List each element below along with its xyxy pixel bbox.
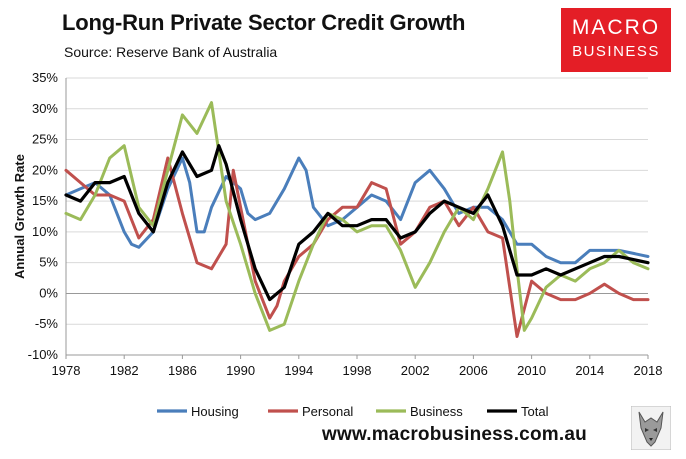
x-tick-label: 1978 [52, 363, 81, 378]
y-tick-label: 35% [32, 70, 58, 85]
x-tick-label: 1994 [284, 363, 313, 378]
chart-subtitle: Source: Reserve Bank of Australia [64, 44, 278, 60]
series-line-business [64, 101, 650, 332]
y-axis-label: Annual Growth Rate [12, 154, 27, 279]
legend-label-personal: Personal [302, 404, 353, 419]
y-tick-label: 5% [39, 255, 58, 270]
y-tick-label: 30% [32, 101, 58, 116]
y-tick-label: 0% [39, 285, 58, 300]
wolf-icon [631, 406, 671, 450]
logo-line-1: MACRO [571, 16, 661, 39]
y-tick-label: -10% [28, 347, 59, 362]
y-tick-label: 15% [32, 193, 58, 208]
series-line-personal [64, 156, 650, 338]
legend-label-total: Total [521, 404, 549, 419]
macrobusiness-logo: MACRO BUSINESS [561, 8, 671, 72]
legend-label-housing: Housing [191, 404, 239, 419]
x-tick-label: 2018 [634, 363, 663, 378]
footer-url: www.macrobusiness.com.au [322, 424, 587, 445]
legend-label-business: Business [410, 404, 463, 419]
y-tick-label: 20% [32, 162, 58, 177]
logo-line-2: BUSINESS [572, 43, 660, 60]
x-tick-label: 1982 [110, 363, 139, 378]
x-tick-label: 1998 [343, 363, 372, 378]
y-tick-label: 10% [32, 224, 58, 239]
y-tick-label: -5% [35, 316, 59, 331]
x-tick-label: 2010 [517, 363, 546, 378]
series-line-housing [64, 156, 650, 265]
x-tick-label: 2002 [401, 363, 430, 378]
x-tick-label: 1990 [226, 363, 255, 378]
series-line-total [64, 144, 650, 302]
chart-title: Long-Run Private Sector Credit Growth [62, 10, 466, 35]
y-tick-label: 25% [32, 132, 58, 147]
x-tick-label: 2014 [575, 363, 604, 378]
x-tick-label: 1986 [168, 363, 197, 378]
x-tick-label: 2006 [459, 363, 488, 378]
